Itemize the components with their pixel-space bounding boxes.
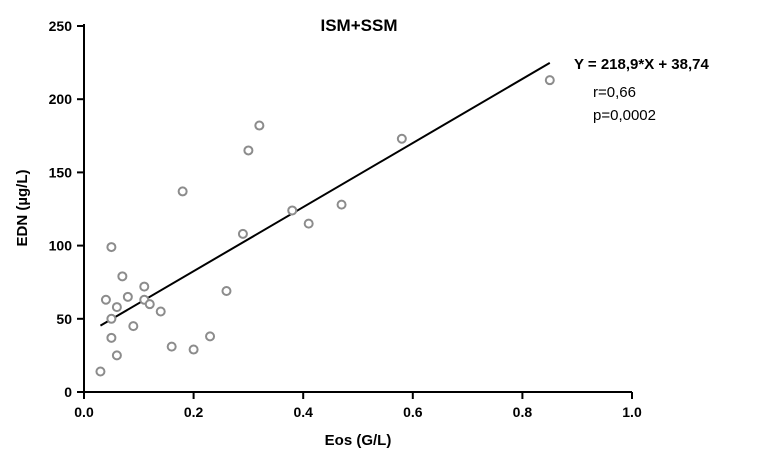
data-point [166,341,177,352]
data-point [254,120,265,131]
data-point [122,291,133,302]
y-ticks: 0 50 100 150 200 250 [49,18,84,400]
correlation-r: r=0,66 [593,84,636,101]
y-tick-label: 200 [49,91,73,107]
data-point [117,271,128,282]
regression-equation: Y = 218,9*X + 38,74 [574,56,709,73]
data-point [139,281,150,292]
y-tick-label: 0 [64,384,72,400]
x-tick-label: 0.6 [403,404,423,420]
x-tick-label: 0.8 [513,404,533,420]
x-tick-label: 0.4 [293,404,313,420]
x-tick-label: 1.0 [622,404,642,420]
data-point [111,350,122,361]
x-tick-label: 0.2 [184,404,204,420]
data-point [336,199,347,210]
p-value: p=0,0002 [593,107,656,124]
data-point [155,306,166,317]
data-point [303,218,314,229]
x-ticks: 0.0 0.2 0.4 0.6 0.8 1.0 [74,392,642,420]
data-point [106,332,117,343]
data-point [287,205,298,216]
regression-line [99,62,551,327]
data-point [106,242,117,253]
y-axis: 0 50 100 150 200 250 [49,18,85,400]
y-tick-label: 100 [49,238,73,254]
data-point [177,186,188,197]
data-point [544,75,555,86]
data-point [396,133,407,144]
data-point [111,302,122,313]
x-axis-label: Eos (G/L) [325,432,392,449]
y-axis-label: EDN (µg/L) [14,170,31,247]
data-point [106,313,117,324]
data-point [100,294,111,305]
data-point [144,299,155,310]
data-point [205,331,216,342]
data-point [128,321,139,332]
data-point [95,366,106,377]
data-point [188,344,199,355]
data-point [243,145,254,156]
data-points [95,75,555,377]
x-axis: 0.0 0.2 0.4 0.6 0.8 1.0 [74,391,642,420]
x-tick-label: 0.0 [74,404,94,420]
data-point [237,228,248,239]
data-point [221,285,232,296]
y-tick-label: 50 [56,311,72,327]
y-tick-label: 250 [49,18,73,34]
chart-title: ISM+SSM [321,16,398,35]
y-tick-label: 150 [49,164,73,180]
